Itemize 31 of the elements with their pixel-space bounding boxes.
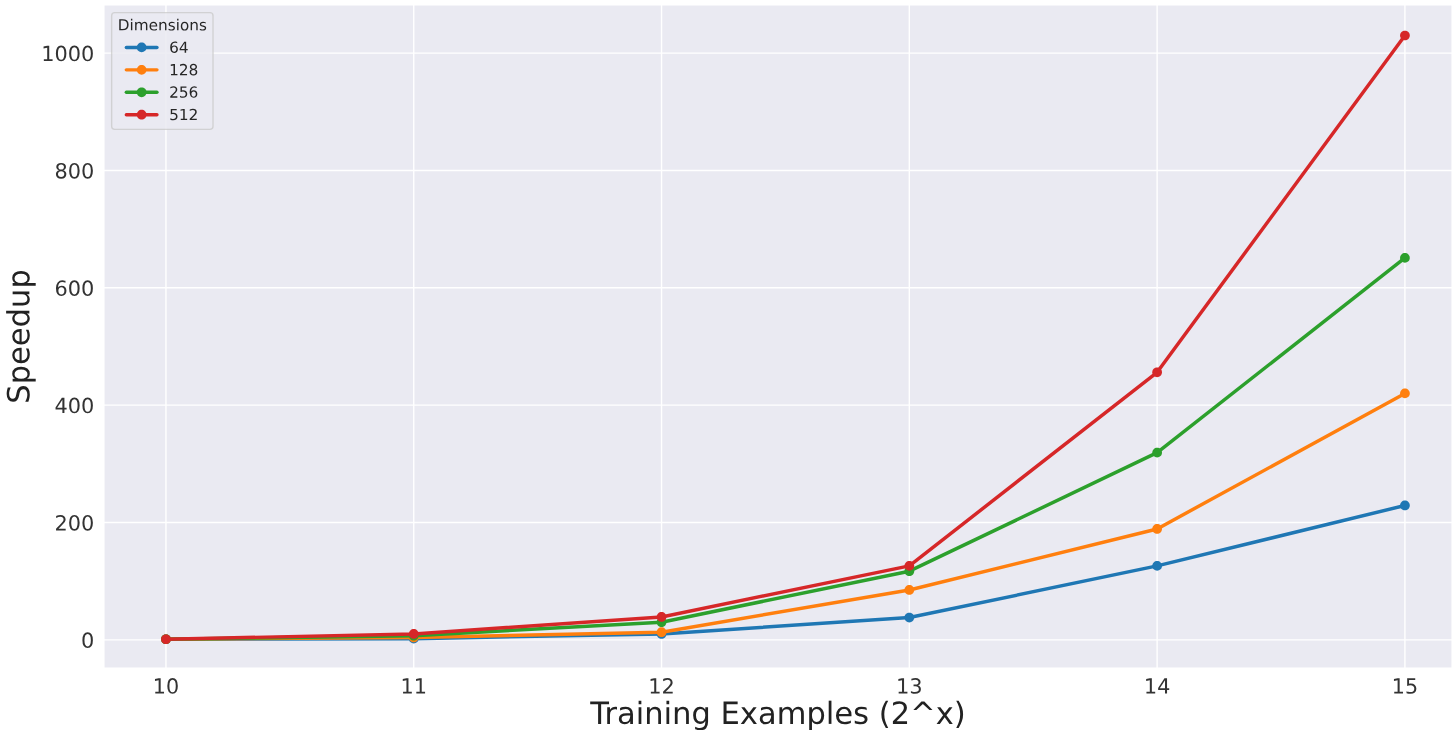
point — [1152, 367, 1162, 378]
y-tick-label: 200 — [56, 514, 93, 531]
legend-label: 128 — [170, 63, 198, 76]
point — [1400, 30, 1410, 41]
legend-title: Dimensions — [119, 18, 207, 31]
y-tick-label: 800 — [55, 162, 93, 179]
legend-label: 64 — [170, 41, 188, 53]
point — [1152, 524, 1162, 534]
y-tick-label: 1000 — [43, 45, 93, 62]
point — [904, 561, 915, 571]
legend-label: 256 — [170, 86, 198, 98]
point — [656, 612, 667, 622]
x-tick-label: 11 — [402, 678, 426, 694]
y-tick-label: 0 — [82, 632, 93, 649]
point — [1400, 253, 1410, 263]
y-axis-title: Speedup — [6, 270, 36, 402]
y-tick-label: 600 — [55, 280, 93, 297]
x-tick-label: 12 — [650, 678, 673, 694]
x-tick-label: 14 — [1146, 678, 1170, 694]
y-tick-label: 400 — [55, 397, 93, 414]
point — [904, 612, 915, 623]
x-tick-label: 10 — [154, 678, 178, 694]
point — [1400, 388, 1410, 399]
point — [1152, 561, 1162, 571]
legend-label: 512 — [170, 108, 197, 121]
point — [1400, 500, 1410, 511]
x-tick-label: 15 — [1393, 678, 1417, 694]
point — [904, 585, 915, 595]
x-axis-title: Training Examples (2^x) — [590, 700, 964, 730]
x-tick-label: 13 — [898, 678, 921, 694]
point — [1152, 447, 1162, 458]
